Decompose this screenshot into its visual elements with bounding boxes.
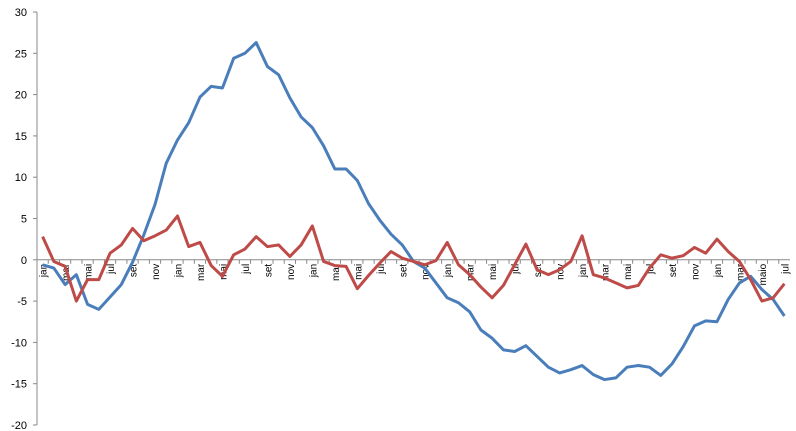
- x-tick-label: jul: [646, 264, 657, 275]
- x-tick-label: jan: [39, 264, 50, 278]
- x-tick-label: jul: [780, 264, 791, 275]
- x-tick-label: set: [263, 264, 274, 278]
- x-tick-label: jan: [443, 264, 454, 278]
- y-tick-label: -5: [17, 296, 27, 308]
- x-tick-label: mar: [196, 263, 207, 281]
- x-tick-label: nov: [286, 264, 297, 280]
- x-tick-label: mai: [353, 264, 364, 280]
- x-tick-label: jul: [241, 264, 252, 275]
- y-tick-label: 15: [15, 131, 27, 143]
- series-line: [41, 214, 786, 303]
- x-tick-label: jul: [106, 264, 117, 275]
- x-tick-label: mar: [601, 263, 612, 281]
- y-tick-label: 10: [15, 172, 27, 184]
- x-tick-label: mar: [331, 263, 342, 281]
- x-tick-label: jul: [376, 264, 387, 275]
- y-tick-label: 25: [15, 48, 27, 60]
- x-tick-label: set: [398, 264, 409, 278]
- y-tick-label: -20: [11, 420, 27, 431]
- x-tick-label: nov: [690, 264, 701, 280]
- x-tick-label: jan: [578, 264, 589, 278]
- x-tick-label: jan: [308, 264, 319, 278]
- x-tick-label: nov: [151, 264, 162, 280]
- y-tick-label: 0: [21, 255, 27, 267]
- x-tick-label: jan: [713, 264, 724, 278]
- x-tick-label: mai: [488, 264, 499, 280]
- y-tick-label: 20: [15, 90, 27, 102]
- y-tick-label: -10: [11, 337, 27, 349]
- x-tick-label: mar: [735, 263, 746, 281]
- y-tick-label: 30: [15, 7, 27, 19]
- x-tick-label: jul: [511, 264, 522, 275]
- x-tick-label: set: [668, 264, 679, 278]
- y-tick-label: -15: [11, 379, 27, 391]
- x-tick-label: nov: [556, 264, 567, 280]
- y-tick-label: 5: [21, 214, 27, 226]
- x-tick-label: mai: [623, 264, 634, 280]
- x-tick-label: mai: [84, 264, 95, 280]
- x-tick-label: set: [129, 264, 140, 278]
- x-tick-label: mar: [466, 263, 477, 281]
- series-line: [42, 41, 786, 382]
- x-tick-label: maio: [758, 263, 769, 285]
- x-tick-label: jan: [173, 264, 184, 278]
